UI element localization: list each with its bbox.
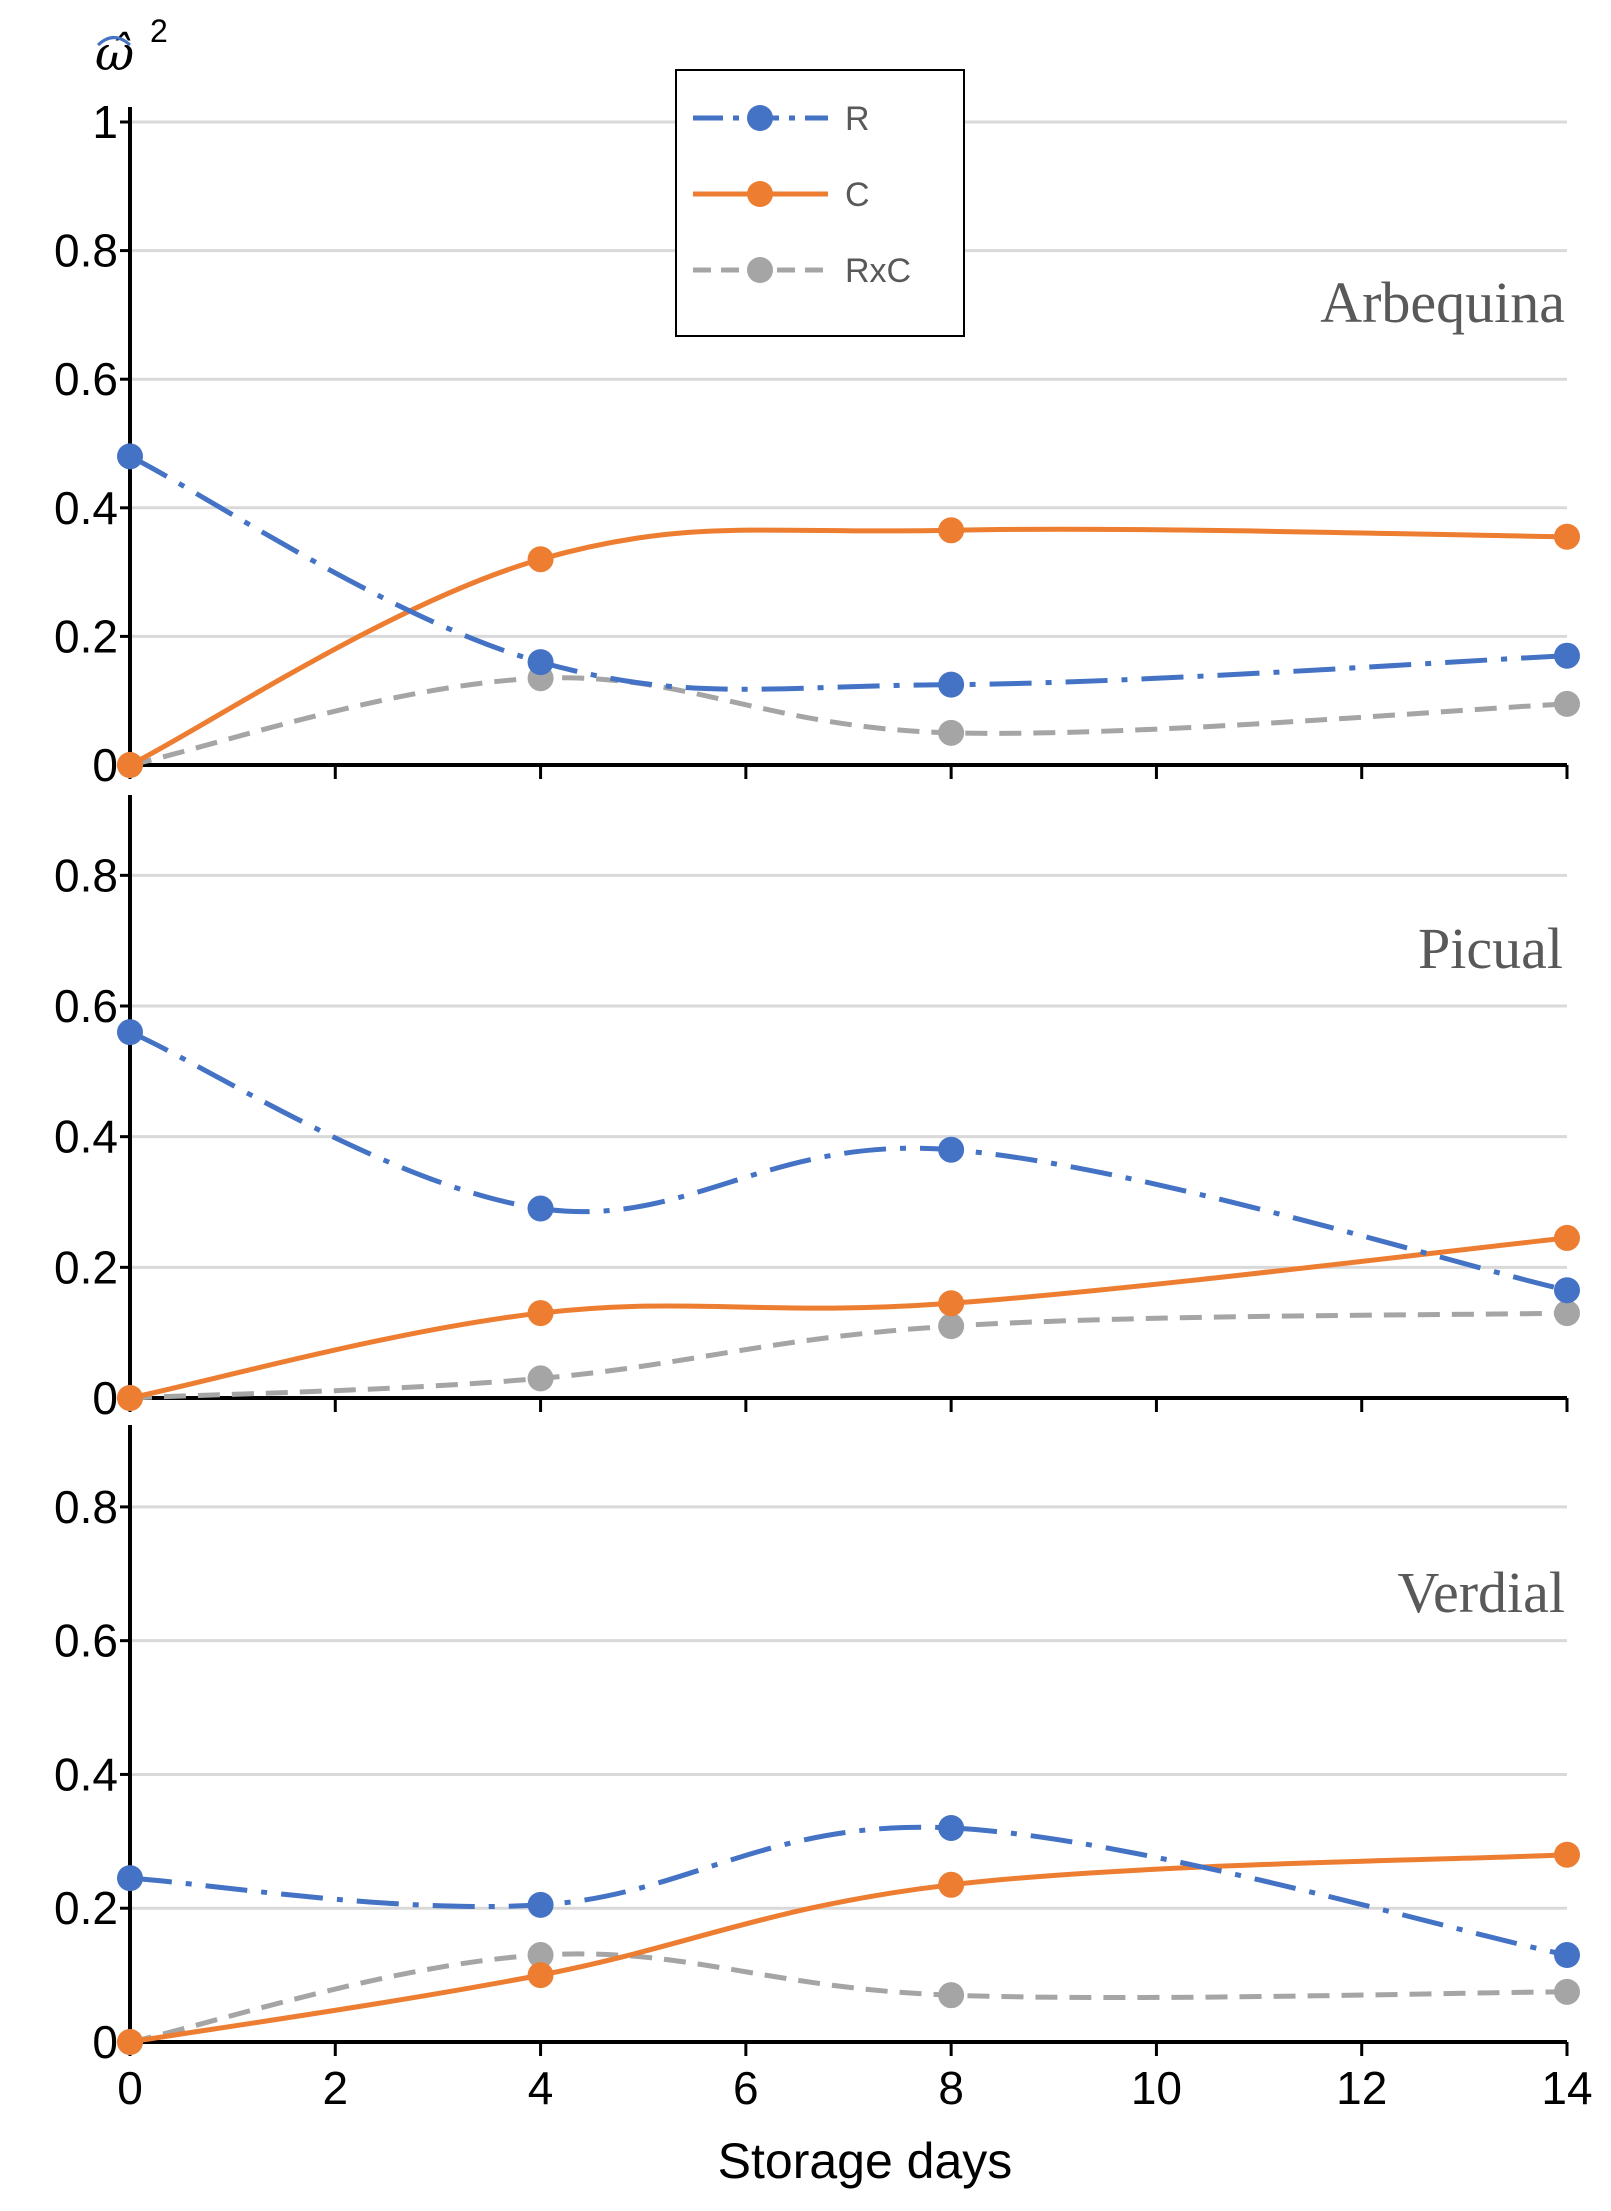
series-line-rxc bbox=[129, 675, 1568, 768]
data-point-r bbox=[1554, 1942, 1580, 1969]
legend: RC RxC bbox=[675, 69, 965, 337]
data-point-rxc bbox=[938, 1982, 965, 2009]
x-tick-label: 6 bbox=[733, 2062, 759, 2114]
data-point-c bbox=[938, 1871, 965, 1898]
legend-marker-rxc bbox=[747, 257, 773, 283]
data-point-r bbox=[117, 443, 143, 470]
y-tick-label: 0.6 bbox=[54, 1615, 118, 1667]
x-tick-label: 10 bbox=[1131, 2062, 1182, 2114]
data-point-r bbox=[938, 1136, 965, 1163]
y-tick-label: 0.2 bbox=[54, 1882, 118, 1934]
data-point-r bbox=[527, 649, 554, 676]
data-point-c bbox=[1554, 1224, 1580, 1251]
y-tick-label: 0 bbox=[92, 2016, 118, 2068]
ylabel-hat bbox=[96, 36, 132, 47]
data-point-c bbox=[527, 1962, 554, 1989]
y-tick-label: 0 bbox=[92, 1372, 118, 1424]
y-tick-label: 0 bbox=[92, 739, 118, 791]
y-tick-label: 0.4 bbox=[54, 1748, 118, 1800]
data-point-c bbox=[527, 1300, 554, 1327]
legend-marker-c bbox=[747, 181, 773, 207]
data-point-rxc bbox=[1554, 1300, 1580, 1327]
x-tick-label: 14 bbox=[1541, 2062, 1592, 2114]
data-point-rxc bbox=[1554, 1978, 1580, 2005]
data-point-c bbox=[1554, 523, 1580, 550]
data-point-r bbox=[527, 1195, 554, 1222]
series-line-c bbox=[129, 1235, 1568, 1401]
y-tick-label: 1 bbox=[92, 96, 118, 148]
panel-title: Picual bbox=[1418, 916, 1563, 981]
series-line-rxc bbox=[129, 1951, 1568, 2045]
series-line-c bbox=[129, 1852, 1568, 2045]
data-point-c bbox=[117, 752, 143, 778]
x-tick-label: 2 bbox=[322, 2062, 348, 2114]
legend-label-rxc: RxC bbox=[845, 252, 911, 290]
data-point-rxc bbox=[938, 1313, 965, 1340]
y-tick-label: 0.8 bbox=[54, 1481, 118, 1533]
y-tick-label: 0.4 bbox=[54, 482, 118, 534]
data-point-rxc bbox=[1554, 690, 1580, 717]
y-axis-label: ω̂ bbox=[95, 26, 134, 82]
legend-marker-r bbox=[747, 105, 773, 131]
panel-title: Verdial bbox=[1398, 1560, 1566, 1625]
data-point-r bbox=[938, 1814, 965, 1841]
data-point-c bbox=[117, 1385, 143, 1411]
x-tick-label: 8 bbox=[938, 2062, 964, 2114]
data-point-rxc bbox=[527, 1942, 554, 1969]
data-point-r bbox=[117, 1865, 143, 1892]
series-line-c bbox=[128, 526, 1568, 768]
y-tick-label: 0.2 bbox=[54, 610, 118, 662]
y-tick-label: 0.2 bbox=[54, 1241, 118, 1293]
y-tick-label: 0.6 bbox=[54, 353, 118, 405]
legend-label-c: C bbox=[845, 176, 870, 214]
data-point-c bbox=[527, 546, 554, 573]
data-point-r bbox=[117, 1019, 143, 1046]
data-point-c bbox=[938, 1290, 965, 1317]
x-tick-label: 0 bbox=[117, 2062, 143, 2114]
y-tick-label: 0.8 bbox=[54, 849, 118, 901]
legend-label-r: R bbox=[845, 100, 870, 138]
legend-box bbox=[675, 69, 965, 337]
panel-verdial: 0 0.2 0.4 0.6 0.8 Verdial bbox=[54, 1425, 1580, 2068]
y-tick-label: 0.8 bbox=[54, 225, 118, 277]
x-axis-label: Storage days bbox=[718, 2133, 1013, 2189]
series-line-r bbox=[128, 454, 1568, 692]
series-line-rxc bbox=[129, 1310, 1568, 1401]
series-line-r bbox=[129, 1824, 1568, 1958]
panel-title: Arbequina bbox=[1320, 270, 1565, 335]
data-point-rxc bbox=[527, 1365, 554, 1392]
data-point-c bbox=[1554, 1841, 1580, 1868]
data-point-r bbox=[1554, 642, 1580, 669]
y-tick-label: 0.4 bbox=[54, 1111, 118, 1163]
x-tick-label: 4 bbox=[528, 2062, 554, 2114]
series-line-r bbox=[129, 1029, 1568, 1293]
y-tick-label: 0.6 bbox=[54, 980, 118, 1032]
data-point-r bbox=[527, 1891, 554, 1918]
y-axis-label-superscript: 2 bbox=[150, 13, 168, 49]
data-point-r bbox=[938, 671, 965, 698]
panel-picual: 0 0.2 0.4 0.6 0.8 Picual bbox=[54, 795, 1580, 1424]
x-tick-label: 12 bbox=[1336, 2062, 1387, 2114]
data-point-rxc bbox=[938, 719, 965, 746]
data-point-c bbox=[117, 2029, 143, 2055]
data-point-c bbox=[938, 517, 965, 544]
data-point-r bbox=[1554, 1277, 1580, 1304]
